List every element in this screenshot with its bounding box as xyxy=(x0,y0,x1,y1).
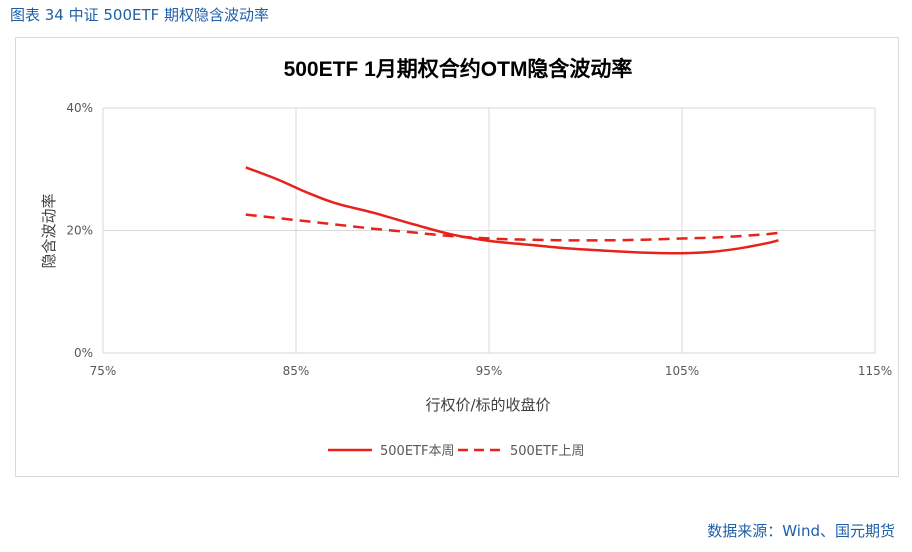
figure-caption: 图表 34 中证 500ETF 期权隐含波动率 xyxy=(10,6,270,24)
x-tick-label: 95% xyxy=(476,364,503,378)
series-line-1 xyxy=(245,166,779,255)
x-tick-label: 115% xyxy=(858,364,892,378)
y-axis-ticks: 0% 20% 40% xyxy=(66,101,93,360)
grid-lines xyxy=(102,107,876,354)
y-axis-label: 隐含波动率 xyxy=(40,193,58,268)
series-lines xyxy=(245,166,779,255)
y-tick-label: 40% xyxy=(66,101,93,115)
x-tick-label: 75% xyxy=(90,364,117,378)
x-axis-label: 行权价/标的收盘价 xyxy=(425,396,550,414)
x-tick-label: 105% xyxy=(665,364,699,378)
chart-svg: 500ETF 1月期权合约OTM隐含波动率 0% 20% 40% 75% 85% 95%… xyxy=(40,57,892,459)
legend-label-1: 500ETF本周 xyxy=(380,444,454,459)
x-tick-label: 85% xyxy=(283,364,310,378)
chart-title: 500ETF 1月期权合约OTM隐含波动率 xyxy=(284,57,633,81)
series-line-2 xyxy=(245,213,779,242)
legend-label-2: 500ETF上周 xyxy=(510,444,584,459)
chart-container: 500ETF 1月期权合约OTM隐含波动率 0% 20% 40% 75% 85% 95%… xyxy=(15,37,899,477)
y-tick-label: 0% xyxy=(74,346,93,360)
y-tick-label: 20% xyxy=(66,224,93,238)
x-axis-ticks: 75% 85% 95% 105% 115% xyxy=(90,364,892,378)
data-source: 数据来源：Wind、国元期货 xyxy=(707,522,895,540)
legend: 500ETF本周 500ETF上周 xyxy=(328,444,584,459)
